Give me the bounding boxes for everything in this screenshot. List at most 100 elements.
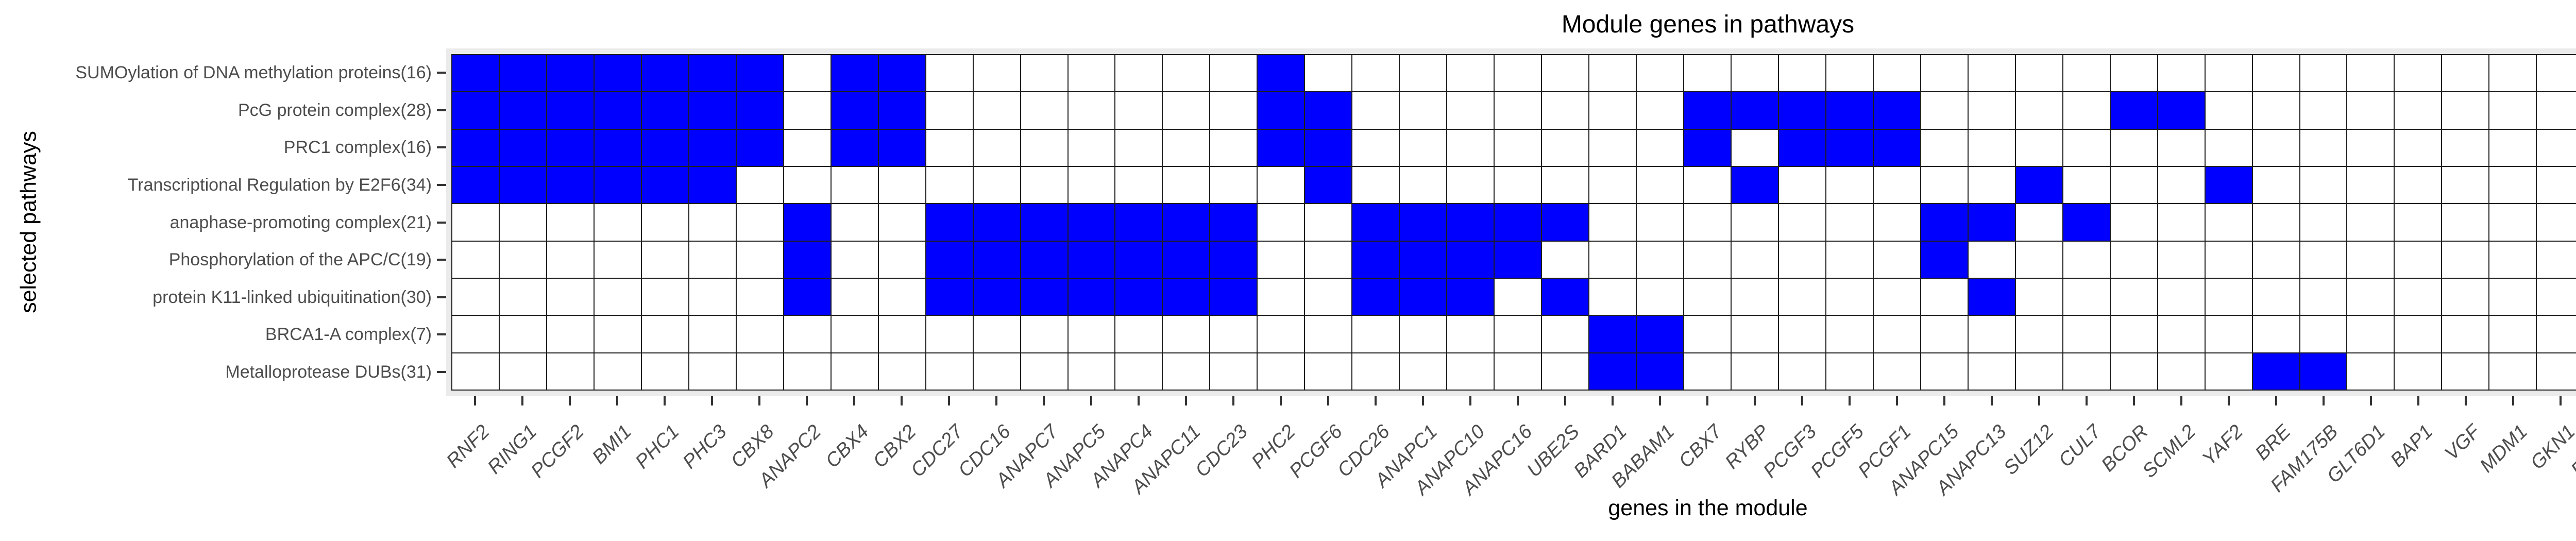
x-tick-label: SUZ12 xyxy=(1999,420,2058,479)
heatmap-cell xyxy=(452,167,499,204)
heatmap-cell xyxy=(1115,167,1162,204)
heatmap-cell xyxy=(452,55,499,92)
heatmap-cell xyxy=(1352,167,1399,204)
heatmap-cell xyxy=(2252,55,2299,92)
heatmap-cell xyxy=(1684,279,1731,315)
heatmap-cell xyxy=(1068,353,1115,390)
heatmap-cell xyxy=(2252,204,2299,241)
heatmap-cell xyxy=(1826,316,1873,352)
heatmap-cell xyxy=(2300,204,2347,241)
heatmap-cell xyxy=(2489,316,2536,352)
heatmap-cell xyxy=(878,316,925,352)
heatmap-cell xyxy=(499,167,546,204)
heatmap-cell xyxy=(1210,279,1257,315)
heatmap-cell xyxy=(1873,92,1920,129)
x-tick-label: BMI1 xyxy=(588,420,636,469)
heatmap-cell xyxy=(2537,167,2576,204)
heatmap-cell xyxy=(1637,316,1684,352)
y-tick-label: anaphase-promoting complex(21) xyxy=(170,212,432,232)
x-tick-mark xyxy=(1564,396,1566,405)
heatmap-cell xyxy=(878,353,925,390)
heatmap-cell xyxy=(2110,55,2157,92)
heatmap-cell xyxy=(1968,167,2015,204)
heatmap-cell xyxy=(926,204,973,241)
heatmap-cell xyxy=(1731,241,1778,278)
heatmap-cell xyxy=(1778,241,1825,278)
heatmap-cell xyxy=(1495,241,1541,278)
heatmap-cell xyxy=(736,316,783,352)
heatmap-cell xyxy=(1447,316,1494,352)
heatmap-cell xyxy=(973,55,1020,92)
heatmap-cell xyxy=(2395,241,2442,278)
x-tick-mark xyxy=(2370,396,2372,405)
heatmap-cell xyxy=(784,129,831,166)
heatmap-cell xyxy=(973,353,1020,390)
heatmap-cell xyxy=(2110,279,2157,315)
heatmap-cell xyxy=(1637,92,1684,129)
heatmap-cell xyxy=(1542,55,1589,92)
heatmap-cell xyxy=(2395,353,2442,390)
heatmap-cell xyxy=(2395,279,2442,315)
heatmap-cell xyxy=(594,129,641,166)
heatmap-cell xyxy=(452,353,499,390)
heatmap-cell xyxy=(452,316,499,352)
heatmap-cell xyxy=(1873,204,1920,241)
heatmap-cell xyxy=(1068,92,1115,129)
x-tick-label: VGF xyxy=(2441,420,2485,465)
heatmap-cell xyxy=(452,279,499,315)
y-tick-mark xyxy=(437,183,446,186)
heatmap-cell xyxy=(499,353,546,390)
heatmap-cell xyxy=(1684,167,1731,204)
heatmap-cell xyxy=(1163,92,1210,129)
x-tick-mark xyxy=(1849,396,1851,405)
heatmap-cell xyxy=(2158,316,2205,352)
heatmap-cell xyxy=(1163,316,1210,352)
heatmap-cell xyxy=(2158,353,2205,390)
heatmap-cell xyxy=(2300,353,2347,390)
heatmap-cell xyxy=(1778,167,1825,204)
heatmap-cell xyxy=(736,241,783,278)
y-tick-mark xyxy=(437,221,446,224)
heatmap-cell xyxy=(1873,353,1920,390)
heatmap-cell xyxy=(973,204,1020,241)
heatmap-cell xyxy=(1305,279,1352,315)
heatmap-cell xyxy=(641,129,688,166)
heatmap-cell xyxy=(831,129,878,166)
heatmap-cell xyxy=(831,92,878,129)
x-tick-label: SCML2 xyxy=(2138,420,2200,482)
heatmap-cell xyxy=(594,92,641,129)
heatmap-cell xyxy=(1826,92,1873,129)
y-tick-label: Phosphorylation of the APC/C(19) xyxy=(168,250,432,270)
heatmap-cell xyxy=(1873,279,1920,315)
heatmap-cell xyxy=(1115,241,1162,278)
heatmap-cell xyxy=(1589,167,1636,204)
heatmap-cell xyxy=(689,55,736,92)
heatmap-cell xyxy=(1637,241,1684,278)
heatmap-cell xyxy=(2537,55,2576,92)
heatmap-cell xyxy=(1589,92,1636,129)
heatmap-cell xyxy=(2395,204,2442,241)
heatmap-cell xyxy=(1921,316,1968,352)
heatmap-cell xyxy=(1115,92,1162,129)
heatmap-cell xyxy=(547,353,594,390)
heatmap-cell xyxy=(1021,92,1067,129)
heatmap-cell xyxy=(1400,129,1447,166)
heatmap-cell xyxy=(1163,241,1210,278)
heatmap-cell xyxy=(1968,129,2015,166)
heatmap-cell xyxy=(926,129,973,166)
heatmap-cell xyxy=(2347,316,2394,352)
y-tick-mark xyxy=(437,333,446,336)
heatmap-cell xyxy=(973,92,1020,129)
heatmap-cell xyxy=(2442,316,2489,352)
heatmap-cell xyxy=(1305,316,1352,352)
heatmap-cell xyxy=(736,92,783,129)
x-tick-label: PCGF2 xyxy=(527,420,589,482)
x-tick-mark xyxy=(664,396,666,405)
x-tick-mark xyxy=(2038,396,2040,405)
heatmap-cell xyxy=(1731,204,1778,241)
x-tick-label: CDC23 xyxy=(1191,420,1252,482)
x-tick-label: CBX7 xyxy=(1674,420,1726,472)
heatmap-cell xyxy=(1258,129,1304,166)
heatmap-cell xyxy=(547,316,594,352)
heatmap-cell xyxy=(499,241,546,278)
